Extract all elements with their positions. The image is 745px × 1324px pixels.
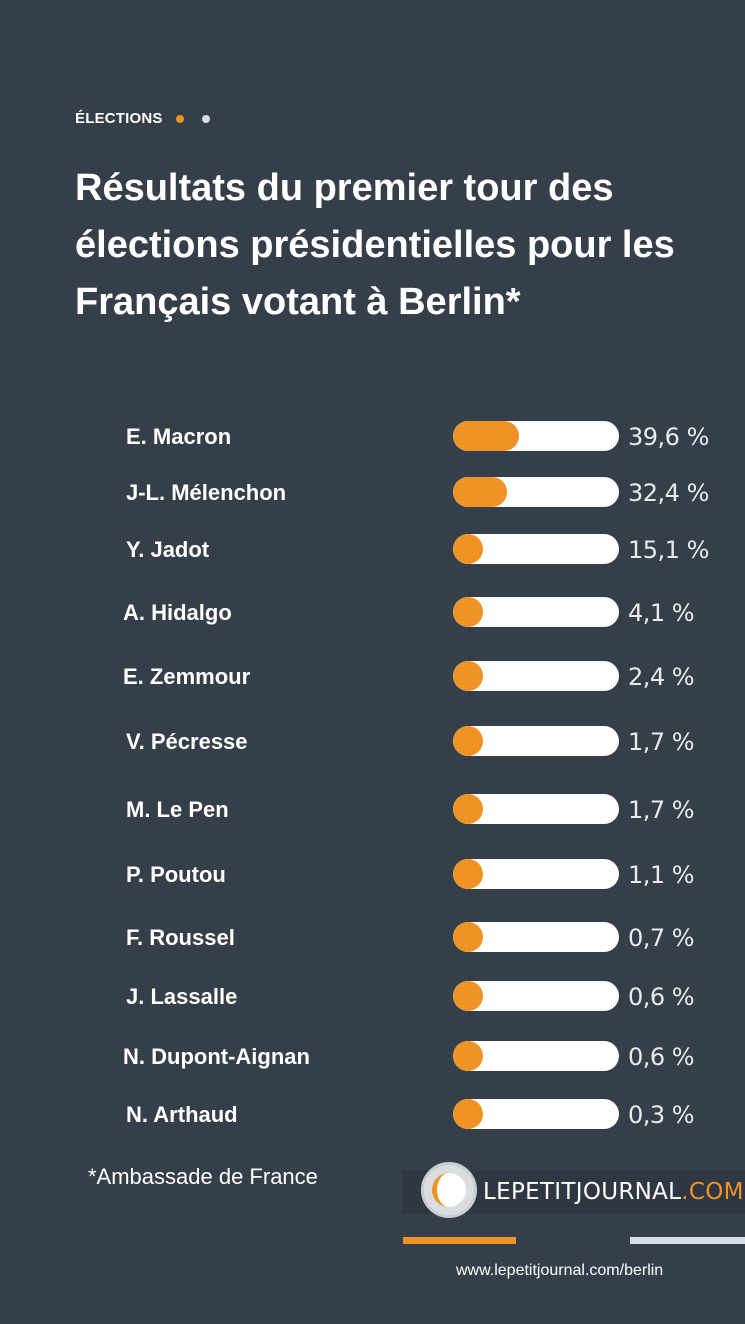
kicker-label: ÉLECTIONS (75, 110, 163, 127)
page-title: Résultats du premier tour des élections … (75, 167, 675, 323)
bar-row: F. Roussel 0,7 % (0, 922, 745, 952)
website-url[interactable]: www.lepetitjournal.com/berlin (456, 1262, 664, 1279)
bar-track (453, 726, 619, 756)
bar-row: J. Lassalle 0,6 % (0, 981, 745, 1011)
value-label: 1,7 % (628, 796, 695, 824)
value-label: 0,3 % (628, 1101, 695, 1129)
logo-text: LEPETITJOURNAL.COM (483, 1179, 744, 1205)
value-label: 0,7 % (628, 924, 695, 952)
bar-fill (453, 597, 483, 627)
bar-row: P. Poutou 1,1 % (0, 859, 745, 889)
bar-fill (453, 534, 483, 564)
bar-row: Y. Jadot 15,1 % (0, 534, 745, 564)
bar-fill (453, 421, 519, 451)
grey-divider (630, 1237, 745, 1244)
logo-suffix: .COM (681, 1179, 744, 1205)
candidate-name: J. Lassalle (126, 984, 238, 1009)
value-label: 15,1 % (628, 536, 709, 564)
logo-main: LEPETITJOURNAL (483, 1179, 682, 1205)
bar-fill (453, 794, 483, 824)
value-label: 4,1 % (628, 599, 695, 627)
logo: LEPETITJOURNAL.COM (403, 1162, 745, 1218)
candidate-name: F. Roussel (126, 925, 235, 950)
bar-track (453, 981, 619, 1011)
logo-mascot-icon (421, 1162, 477, 1218)
grey-dot (201, 114, 210, 123)
value-label: 32,4 % (628, 479, 709, 507)
orange-divider (403, 1237, 516, 1244)
bar-track (453, 922, 619, 952)
bar-row: M. Le Pen 1,7 % (0, 794, 745, 824)
candidate-name: Y. Jadot (126, 537, 210, 562)
bar-row: V. Pécresse 1,7 % (0, 726, 745, 756)
bar-track (453, 477, 619, 507)
bar-row: E. Zemmour 2,4 % (0, 661, 745, 691)
value-label: 2,4 % (628, 663, 695, 691)
candidate-name: P. Poutou (126, 862, 226, 887)
value-label: 1,1 % (628, 861, 695, 889)
bar-fill (453, 477, 507, 507)
bar-fill (453, 922, 483, 952)
bar-track (453, 1041, 619, 1071)
candidate-name: E. Macron (126, 424, 232, 449)
bar-fill (453, 859, 483, 889)
kicker: ÉLECTIONS (75, 110, 210, 127)
bar-track (453, 534, 619, 564)
bar-fill (453, 1041, 483, 1071)
candidate-name: N. Dupont-Aignan (123, 1044, 310, 1069)
bar-track (453, 859, 619, 889)
candidate-name: A. Hidalgo (123, 600, 232, 625)
bar-row: J-L. Mélenchon 32,4 % (0, 477, 745, 507)
value-label: 1,7 % (628, 728, 695, 756)
value-label: 0,6 % (628, 983, 695, 1011)
candidate-name: E. Zemmour (123, 664, 251, 689)
bar-row: N. Arthaud 0,3 % (0, 1099, 745, 1129)
bar-row: E. Macron 39,6 % (0, 421, 745, 451)
value-label: 0,6 % (628, 1043, 695, 1071)
bar-row: N. Dupont-Aignan 0,6 % (0, 1041, 745, 1071)
value-label: 39,6 % (628, 423, 709, 451)
candidate-name: V. Pécresse (126, 729, 248, 754)
bar-track (453, 794, 619, 824)
bar-track (453, 1099, 619, 1129)
bar-row: A. Hidalgo 4,1 % (0, 597, 745, 627)
bar-fill (453, 981, 483, 1011)
source-note: *Ambassade de France (88, 1164, 318, 1189)
candidate-name: J-L. Mélenchon (126, 480, 287, 505)
bar-track (453, 421, 619, 451)
bar-fill (453, 661, 483, 691)
bar-track (453, 661, 619, 691)
bar-track (453, 597, 619, 627)
candidate-name: N. Arthaud (126, 1102, 238, 1127)
orange-dot (175, 114, 184, 123)
candidate-name: M. Le Pen (126, 797, 229, 822)
bar-fill (453, 1099, 483, 1129)
bar-fill (453, 726, 483, 756)
